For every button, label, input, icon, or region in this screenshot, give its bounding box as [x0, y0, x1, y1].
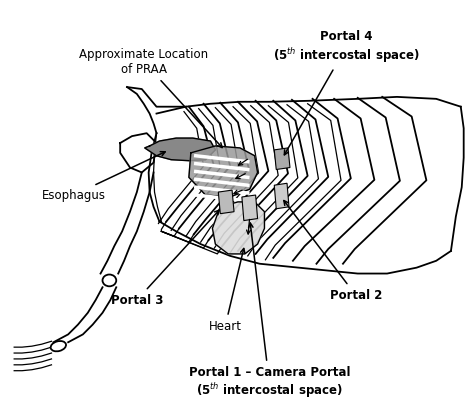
Polygon shape [145, 138, 215, 161]
Polygon shape [212, 202, 264, 254]
Text: Portal 1 – Camera Portal
(5$^{th}$ intercostal space): Portal 1 – Camera Portal (5$^{th}$ inter… [188, 223, 350, 400]
Text: Portal 4
(5$^{th}$ intercostal space): Portal 4 (5$^{th}$ intercostal space) [273, 30, 419, 155]
Text: Esophagus: Esophagus [41, 152, 165, 202]
Text: Approximate Location
of PRAA: Approximate Location of PRAA [79, 48, 222, 148]
Ellipse shape [103, 274, 116, 286]
Polygon shape [189, 146, 258, 197]
Text: Portal 2: Portal 2 [284, 200, 382, 301]
Polygon shape [274, 183, 289, 209]
Polygon shape [242, 195, 258, 220]
Ellipse shape [51, 341, 66, 351]
Polygon shape [274, 148, 290, 169]
Text: Heart: Heart [209, 248, 245, 333]
Text: Portal 3: Portal 3 [111, 210, 219, 306]
Polygon shape [219, 190, 234, 213]
